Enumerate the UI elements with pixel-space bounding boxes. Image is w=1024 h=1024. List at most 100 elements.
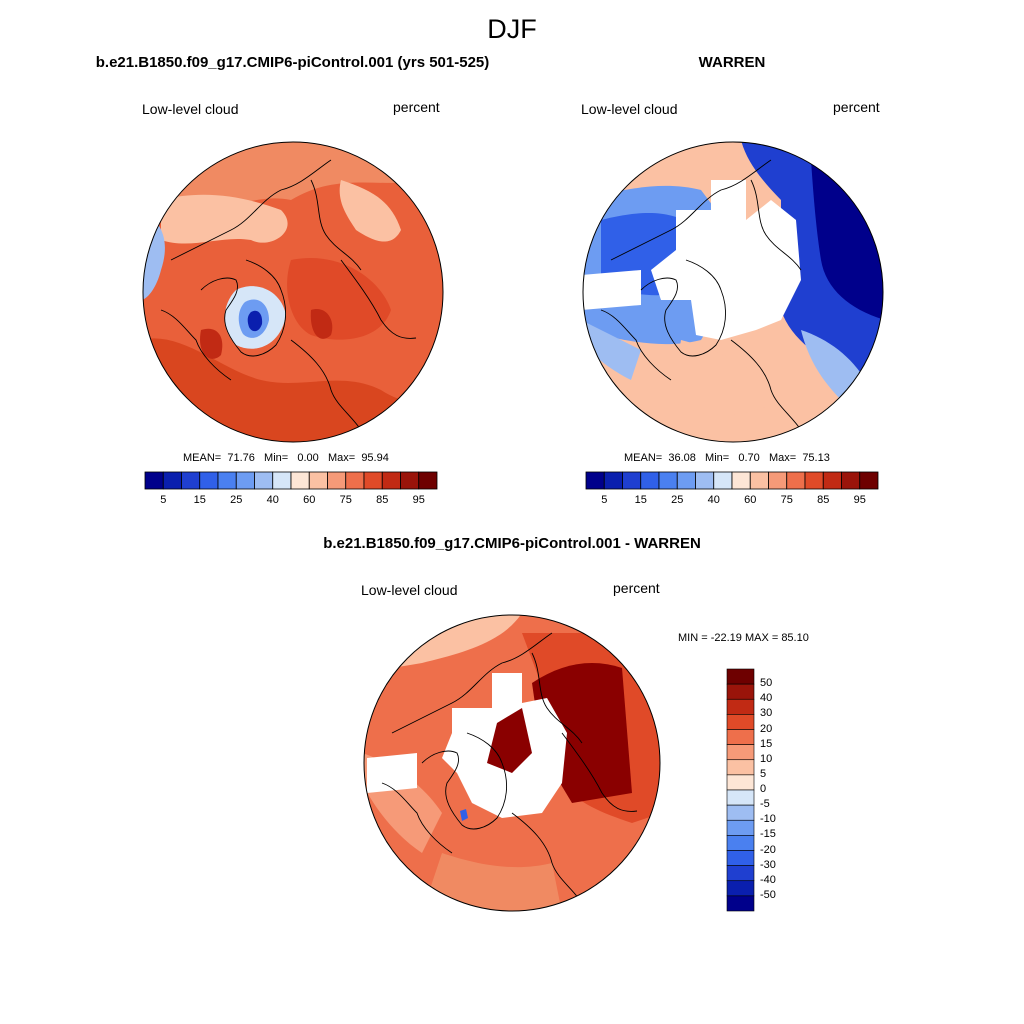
right-mean-value: 36.08 bbox=[668, 452, 696, 464]
left-colorbar-swatch bbox=[162, 471, 182, 490]
diff-polar-map bbox=[363, 614, 661, 912]
right-min-value: 0.70 bbox=[738, 452, 760, 464]
left-colorbar-swatch bbox=[418, 471, 438, 490]
right-units-label: percent bbox=[833, 99, 880, 115]
left-map-border bbox=[142, 141, 444, 443]
left-map-lower-field bbox=[143, 338, 443, 442]
right-colorbar-swatch bbox=[786, 471, 806, 490]
right-max-value: 75.13 bbox=[802, 452, 830, 464]
left-colorbar-tick-label: 15 bbox=[193, 494, 206, 506]
diff-colorbar-swatch bbox=[726, 895, 755, 912]
diff-colorbar-tick-label: -15 bbox=[760, 828, 776, 841]
left-map-dark-patch-2 bbox=[310, 309, 333, 339]
diff-colorbar-swatch bbox=[726, 819, 755, 836]
diff-colorbar-tick-label: -50 bbox=[760, 888, 776, 901]
left-colorbar-tick-label: 40 bbox=[266, 494, 279, 506]
left-variable-label: Low-level cloud bbox=[142, 101, 239, 117]
right-colorbar-swatch bbox=[841, 471, 861, 490]
right-map-blue-southwest bbox=[583, 320, 641, 380]
diff-panel-title: b.e21.B1850.f09_g17.CMIP6-piControl.001 … bbox=[323, 535, 701, 552]
left-map-greenland-core bbox=[247, 310, 263, 332]
right-colorbar-swatch bbox=[749, 471, 769, 490]
diff-colorbar-tick-label: 50 bbox=[760, 677, 773, 690]
right-colorbar-tick-label: 5 bbox=[601, 494, 608, 506]
left-colorbar-swatch bbox=[272, 471, 292, 490]
diff-colorbar-tick-label: -40 bbox=[760, 873, 776, 886]
left-colorbar-tick-label: 95 bbox=[412, 494, 425, 506]
left-map-light-patch bbox=[161, 194, 288, 244]
diff-colorbar-swatch bbox=[726, 865, 755, 882]
right-colorbar-tick-label: 40 bbox=[707, 494, 720, 506]
right-colorbar-swatch bbox=[859, 471, 879, 490]
right-colorbar-swatch bbox=[822, 471, 842, 490]
right-colorbar-swatch bbox=[804, 471, 824, 490]
right-colorbar-swatch bbox=[585, 471, 605, 490]
left-map-light-patch-2 bbox=[339, 180, 401, 242]
left-panel-title: b.e21.B1850.f09_g17.CMIP6-piControl.001 … bbox=[95, 54, 490, 71]
right-colorbar-tick-label: 25 bbox=[671, 494, 684, 506]
right-colorbar-swatch bbox=[695, 471, 715, 490]
diff-map-blue-speck bbox=[460, 809, 468, 821]
diff-colorbar-tick-label: 0 bbox=[760, 783, 767, 795]
left-map-dark-patch bbox=[200, 328, 223, 359]
diff-colorbar-tick-label: -5 bbox=[760, 798, 770, 811]
right-colorbar-swatch bbox=[713, 471, 733, 490]
right-map-missing-data-wedge bbox=[583, 270, 641, 310]
right-min-label: Min= bbox=[705, 452, 730, 464]
right-colorbar-tick-label: 95 bbox=[853, 494, 866, 506]
diff-colorbar bbox=[726, 668, 755, 912]
left-colorbar bbox=[144, 471, 438, 490]
left-colorbar-swatch bbox=[254, 471, 274, 490]
left-max-value: 95.94 bbox=[361, 452, 389, 464]
diff-colorbar-tick-label: -30 bbox=[760, 858, 776, 871]
right-map-coastlines bbox=[600, 159, 802, 431]
right-colorbar-swatch bbox=[603, 471, 623, 490]
right-stats-line: MEAN= 36.08 Min= 0.70 Max= 75.13 bbox=[624, 452, 830, 464]
diff-colorbar-swatch bbox=[726, 759, 755, 776]
diff-map-salmon-south bbox=[422, 853, 562, 911]
left-colorbar-tick-label: 60 bbox=[303, 494, 316, 506]
right-panel-title: WARREN bbox=[698, 54, 766, 71]
left-colorbar-tick-label: 85 bbox=[376, 494, 389, 506]
diff-minmax-label: MIN = -22.19 MAX = 85.10 bbox=[678, 632, 809, 644]
right-colorbar-swatch bbox=[640, 471, 660, 490]
left-colorbar-swatch bbox=[345, 471, 365, 490]
right-colorbar-swatch bbox=[768, 471, 788, 490]
left-colorbar-tick-label: 75 bbox=[339, 494, 352, 506]
diff-map-coastlines bbox=[381, 632, 638, 904]
diff-colorbar-swatch bbox=[726, 850, 755, 866]
diff-colorbar-swatch bbox=[726, 744, 755, 761]
diff-colorbar-swatch bbox=[726, 683, 755, 700]
diff-colorbar-swatch bbox=[726, 804, 755, 821]
diff-colorbar-tick-label: 10 bbox=[760, 752, 773, 765]
diff-colorbar-tick-label: 40 bbox=[760, 692, 773, 705]
right-colorbar-tick-label: 75 bbox=[780, 494, 793, 506]
figure-title: DJF bbox=[487, 14, 537, 44]
diff-colorbar-swatch bbox=[726, 789, 755, 806]
left-colorbar-swatch bbox=[400, 471, 420, 490]
right-max-label: Max= bbox=[768, 452, 797, 464]
diff-colorbar-swatch bbox=[726, 880, 755, 897]
diff-colorbar-tick-label: -10 bbox=[760, 813, 776, 826]
diff-colorbar-swatch bbox=[726, 714, 755, 730]
diff-map-darkred-ring bbox=[487, 708, 532, 773]
left-colorbar-swatch bbox=[235, 471, 255, 490]
diff-colorbar-tick-label: 15 bbox=[760, 737, 773, 750]
diff-colorbar-tick-label: 20 bbox=[760, 722, 773, 735]
right-colorbar bbox=[585, 471, 879, 490]
diff-colorbar-tick-label: -20 bbox=[760, 843, 776, 856]
left-max-label: Max= bbox=[327, 452, 356, 464]
left-min-value: 0.00 bbox=[297, 452, 319, 464]
left-colorbar-swatch bbox=[199, 471, 219, 490]
right-colorbar-swatch bbox=[731, 471, 751, 490]
right-colorbar-tick-label: 15 bbox=[634, 494, 647, 506]
diff-colorbar-tick-label: 30 bbox=[760, 707, 773, 720]
right-variable-label: Low-level cloud bbox=[581, 101, 678, 117]
right-colorbar-swatch bbox=[676, 471, 696, 490]
right-mean-label: MEAN= bbox=[624, 452, 663, 464]
left-units-label: percent bbox=[393, 99, 440, 115]
right-colorbar-tick-label: 85 bbox=[817, 494, 830, 506]
right-map-missing-data-core bbox=[651, 180, 801, 340]
left-mean-label: MEAN= bbox=[183, 452, 222, 464]
left-stats-line: MEAN= 71.76 Min= 0.00 Max= 95.94 bbox=[183, 452, 389, 464]
